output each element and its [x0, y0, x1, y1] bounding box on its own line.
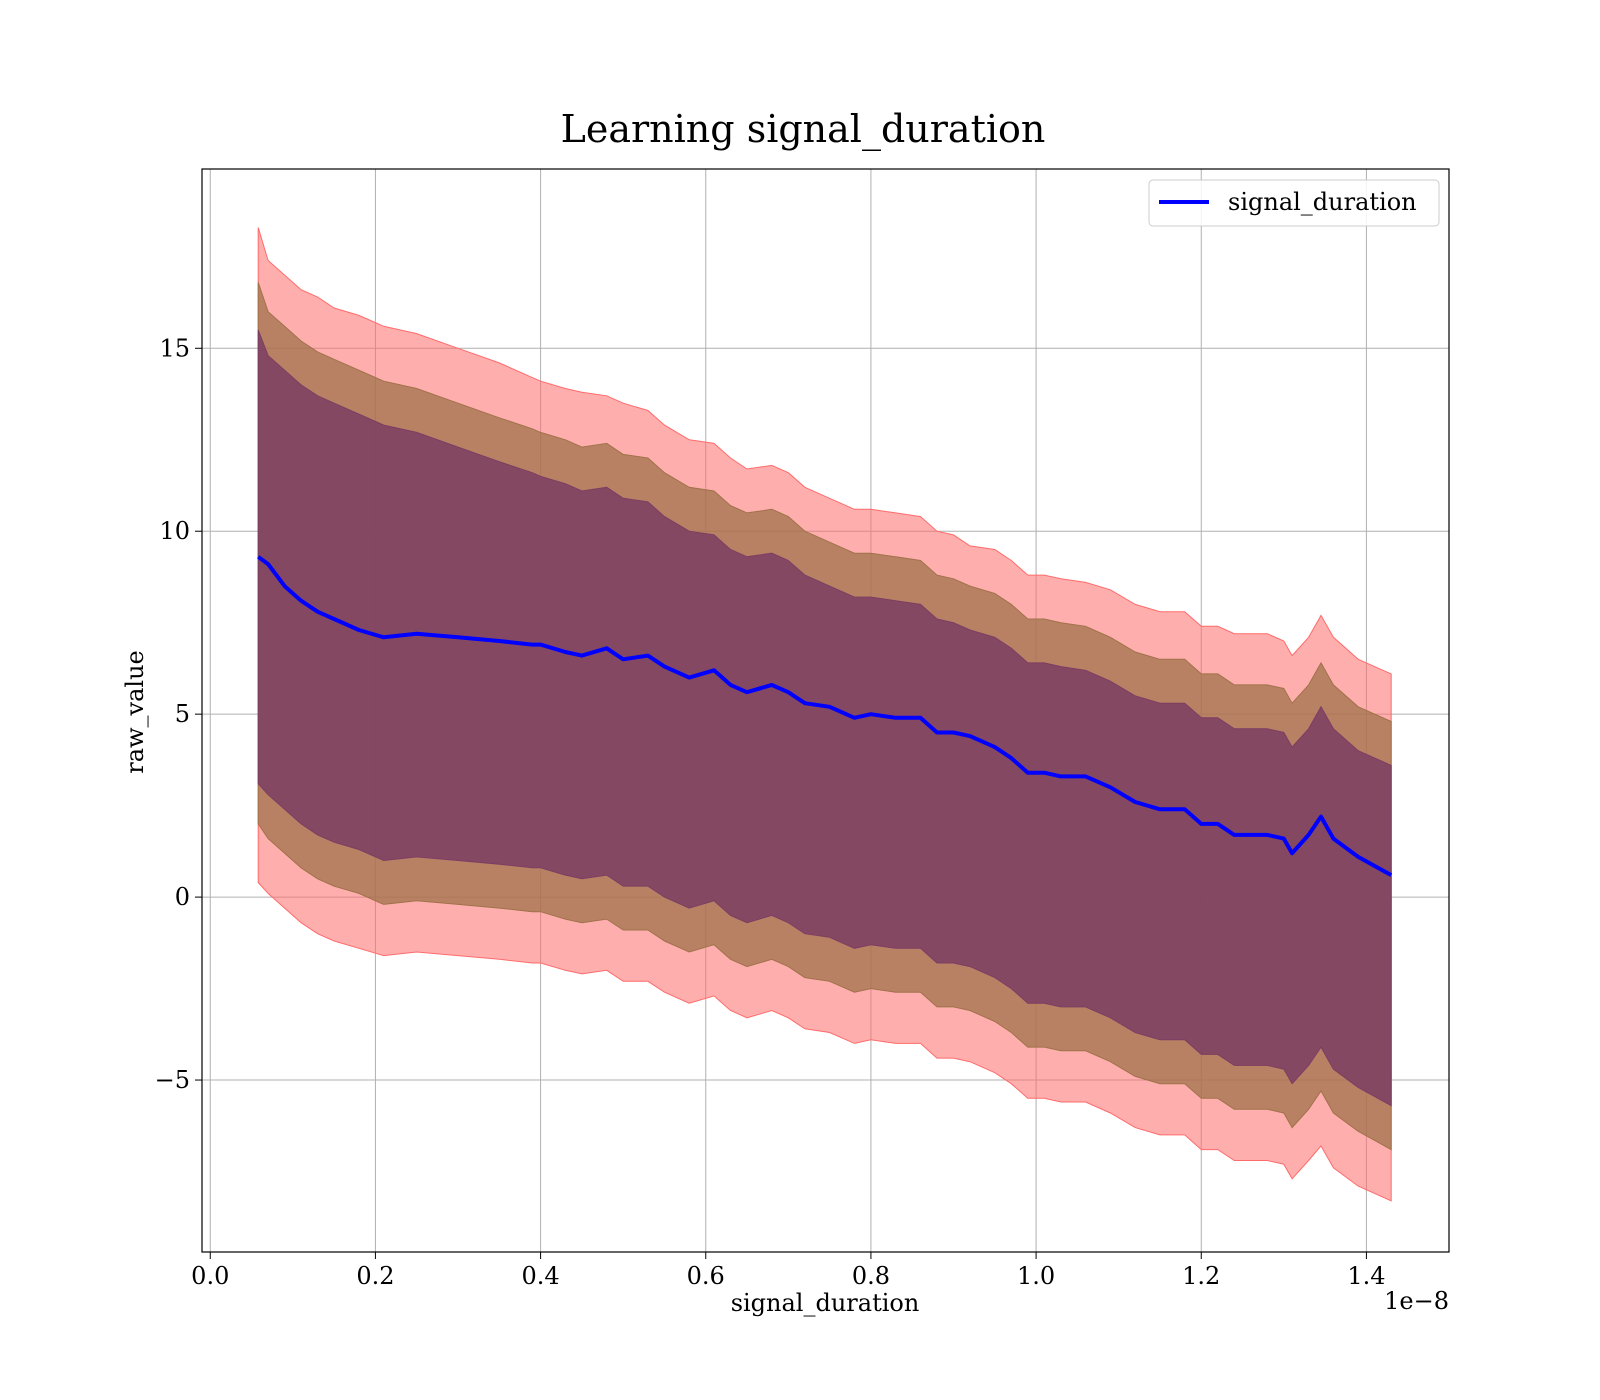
series-line-0 — [257, 555, 1393, 877]
x-tick-label: 1.2 — [1182, 1262, 1220, 1290]
y-tick-label: 15 — [159, 334, 190, 362]
x-tick-label: 0.2 — [356, 1262, 394, 1290]
x-tick-label: 0.8 — [852, 1262, 890, 1290]
confidence-bands — [257, 227, 1392, 1202]
y-tick-label: 5 — [175, 700, 190, 728]
y-tick-label: −5 — [155, 1066, 190, 1094]
series-lines — [257, 555, 1393, 877]
x-tick-label: 1.0 — [1017, 1262, 1055, 1290]
chart-title: Learning signal_duration — [561, 107, 1046, 152]
x-tick-label: 0.6 — [687, 1262, 725, 1290]
x-axis-offset-text: 1e−8 — [1384, 1287, 1449, 1315]
plot-frame — [201, 168, 1450, 1253]
legend-box — [1148, 179, 1440, 227]
x-tick-label: 0.4 — [522, 1262, 560, 1290]
legend-label: signal_duration — [1228, 188, 1417, 216]
x-axis-label: signal_duration — [731, 1289, 920, 1317]
x-tick-label: 1.4 — [1347, 1262, 1385, 1290]
band-inner — [257, 329, 1392, 1107]
y-tick-label: 0 — [175, 883, 190, 911]
legend: signal_duration — [1148, 179, 1440, 227]
axis-ticks: 0.0 0.2 0.4 0.6 0.8 1.0 1.2 1.4 −5 0 5 10 15 — [155, 334, 1386, 1290]
y-tick-label: 10 — [159, 517, 190, 545]
x-tick-label: 0.0 — [191, 1262, 229, 1290]
y-axis-label: raw_value — [121, 650, 149, 774]
